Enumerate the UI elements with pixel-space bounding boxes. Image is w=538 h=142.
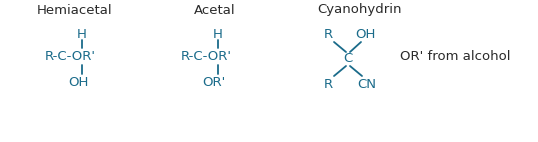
Text: Acetal: Acetal xyxy=(194,4,236,16)
Text: Hemiacetal: Hemiacetal xyxy=(37,4,113,16)
Text: OH: OH xyxy=(68,76,88,88)
Text: OR': OR' xyxy=(202,76,225,88)
Text: R: R xyxy=(323,78,332,90)
Text: OH: OH xyxy=(355,28,375,40)
Text: CN: CN xyxy=(357,78,377,90)
Text: R-C-OR': R-C-OR' xyxy=(45,51,96,63)
Text: H: H xyxy=(77,28,87,40)
Text: C: C xyxy=(343,53,352,65)
Text: Cyanohydrin: Cyanohydrin xyxy=(318,4,402,16)
Text: R: R xyxy=(323,28,332,40)
Text: R-C-OR': R-C-OR' xyxy=(181,51,232,63)
Text: H: H xyxy=(213,28,223,40)
Text: OR' from alcohol: OR' from alcohol xyxy=(400,51,510,63)
